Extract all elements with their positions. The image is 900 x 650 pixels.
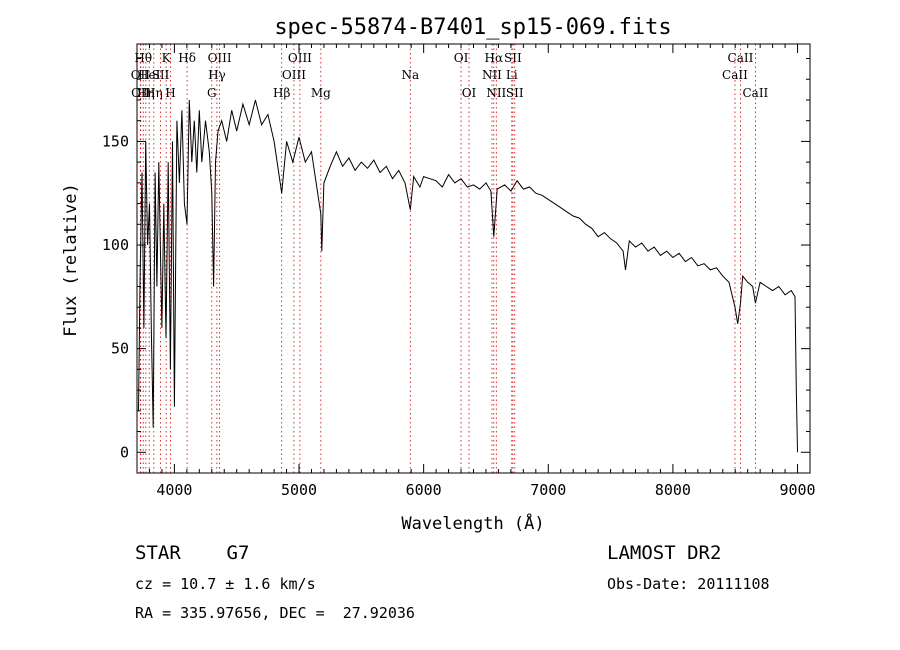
redshift-cz: cz = 10.7 ± 1.6 km/s	[135, 575, 316, 593]
line-marker-label: HeI	[138, 68, 161, 82]
survey-name: LAMOST DR2	[607, 542, 722, 564]
line-marker-label: SII	[506, 86, 524, 100]
line-marker-label: Hγ	[208, 68, 226, 82]
y-tick-label: 0	[120, 443, 129, 461]
line-marker-label: OIII	[208, 51, 232, 65]
line-marker-label: NII	[486, 86, 506, 100]
y-tick-label: 50	[111, 340, 129, 358]
line-marker-label: SII	[504, 51, 522, 65]
line-marker-label: Li	[506, 68, 518, 82]
line-marker-label: Hη	[137, 86, 155, 100]
x-tick-label: 9000	[779, 481, 815, 499]
y-tick-label: 150	[102, 132, 129, 150]
spectrum-chart: spec-55874-B7401_sp15-069.fits OII OII Hθ H…	[61, 15, 816, 534]
x-axis-label: Wavelength (Å)	[401, 512, 544, 534]
line-marker-label: OI	[462, 86, 477, 100]
line-marker-label: K	[162, 51, 172, 65]
chart-title: spec-55874-B7401_sp15-069.fits	[274, 15, 671, 40]
line-marker-label: Hβ	[273, 86, 290, 100]
y-axis-ticks: 0 50 100 150	[102, 58, 810, 474]
line-marker-label: Hη	[145, 86, 163, 100]
coordinates: RA = 335.97656, DEC = 27.92036	[135, 604, 415, 622]
observation-date: Obs-Date: 20111108	[607, 575, 770, 593]
x-tick-label: 8000	[655, 481, 691, 499]
x-tick-label: 6000	[406, 481, 442, 499]
line-marker-label: CaII	[722, 68, 748, 82]
line-marker-label: H	[165, 86, 175, 100]
object-type: STAR G7	[135, 542, 250, 564]
x-axis-ticks: 4000 5000 6000 7000 8000 9000	[148, 44, 816, 499]
line-marker-label: CaII	[742, 86, 768, 100]
line-marker-label: Hθ	[134, 51, 152, 65]
line-marker-label: SII	[152, 68, 170, 82]
line-marker-label: G	[207, 86, 217, 100]
line-marker-label: OIII	[288, 51, 312, 65]
line-marker-label: OIII	[282, 68, 306, 82]
line-marker-label: OII	[131, 68, 151, 82]
line-marker-label: OII	[131, 86, 151, 100]
line-marker-label: CaII	[728, 51, 754, 65]
x-tick-label: 4000	[156, 481, 192, 499]
line-marker-label: Na	[401, 68, 419, 82]
spectral-line-markers	[139, 44, 756, 473]
plot-frame	[136, 43, 811, 474]
line-marker-label: OI	[454, 51, 469, 65]
x-tick-label: 7000	[530, 481, 566, 499]
y-axis-label: Flux (relative)	[61, 183, 81, 337]
line-marker-label: Mg	[311, 86, 331, 100]
line-marker-label: Hα	[485, 51, 504, 65]
line-marker-label: Hδ	[178, 51, 196, 65]
spectral-line-labels: OII OII Hθ Hη HeI Hη SII K H Hδ G Hγ OIII Hβ OIII OIII M…	[131, 51, 769, 100]
line-marker-label: NII	[482, 68, 502, 82]
x-tick-label: 5000	[281, 481, 317, 499]
y-tick-label: 100	[102, 236, 129, 254]
spectrum-line	[138, 99, 798, 453]
